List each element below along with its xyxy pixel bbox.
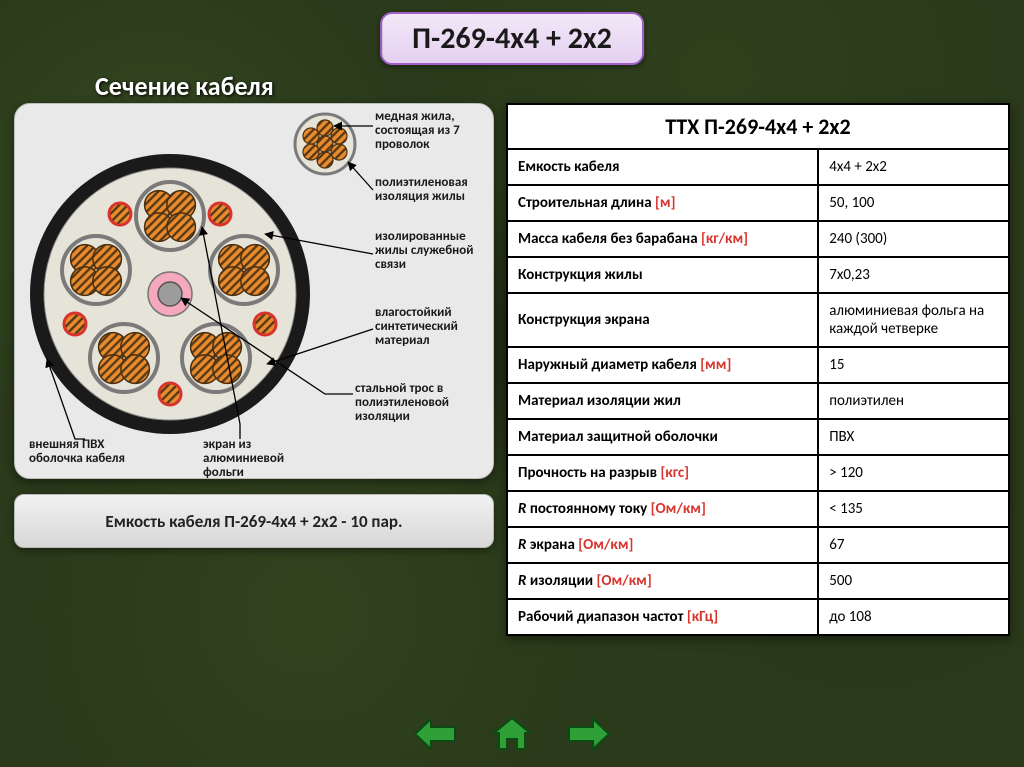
param-cell: Наружный диаметр кабеля [мм]	[507, 347, 818, 383]
param-cell: Конструкция экрана	[507, 293, 818, 347]
param-cell: Строительная длина [м]	[507, 185, 818, 221]
table-row: Материал защитной оболочкиПВХ	[507, 419, 1009, 455]
param-cell: Емкость кабеля	[507, 149, 818, 185]
callout-moisture-material: влагостойкий синтетический материал	[375, 305, 461, 348]
param-cell: R постоянному току [Ом/км]	[507, 491, 818, 527]
nav-prev-button[interactable]	[413, 716, 457, 755]
nav-home-button[interactable]	[491, 716, 533, 755]
home-icon	[491, 716, 533, 752]
table-row: Прочность на разрыв [кгс]> 120	[507, 455, 1009, 491]
param-cell: Материал изоляции жил	[507, 383, 818, 419]
spec-table: ТТХ П-269-4х4 + 2х2 Емкость кабеля4х4 + …	[506, 103, 1010, 636]
param-cell: Рабочий диапазон частот [кГц]	[507, 599, 818, 635]
table-row: Конструкция экранаалюминиевая фольга на …	[507, 293, 1009, 347]
table-row: R изоляции [Ом/км]500	[507, 563, 1009, 599]
spec-table-title: ТТХ П-269-4х4 + 2х2	[507, 104, 1009, 149]
value-cell: 7х0,23	[818, 257, 1009, 293]
value-cell: < 135	[818, 491, 1009, 527]
value-cell: 240 (300)	[818, 221, 1009, 257]
cable-diagram-panel: медная жила, состоящая из 7 проволок пол…	[14, 103, 494, 479]
callout-pvc-sheath: внешняя ПВХ оболочка кабеля	[29, 437, 125, 466]
page-title-text: П-269-4х4 + 2х2	[412, 20, 612, 57]
param-cell: Конструкция жилы	[507, 257, 818, 293]
param-cell: Материал защитной оболочки	[507, 419, 818, 455]
value-cell: 500	[818, 563, 1009, 599]
callout-steel-cable: стальной трос в полиэтиленовой изоляции	[355, 381, 452, 424]
value-cell: алюминиевая фольга на каждой четверке	[818, 293, 1009, 347]
table-row: Масса кабеля без барабана [кг/км]240 (30…	[507, 221, 1009, 257]
table-row: Емкость кабеля4х4 + 2х2	[507, 149, 1009, 185]
page-title-badge: П-269-4х4 + 2х2	[380, 12, 644, 65]
value-cell: до 108	[818, 599, 1009, 635]
value-cell: 67	[818, 527, 1009, 563]
table-row: R экрана [Ом/км]67	[507, 527, 1009, 563]
capacity-panel: Емкость кабеля П-269-4х4 + 2х2 - 10 пар.	[14, 494, 494, 548]
table-row: R постоянному току [Ом/км]< 135	[507, 491, 1009, 527]
callout-aluminum-foil: экран из алюминиевой фольги	[203, 437, 287, 478]
arrow-left-icon	[413, 717, 457, 751]
value-cell: 50, 100	[818, 185, 1009, 221]
param-cell: Прочность на разрыв [кгс]	[507, 455, 818, 491]
table-row: Наружный диаметр кабеля [мм]15	[507, 347, 1009, 383]
callout-pe-insulation: полиэтиленовая изоляция жилы	[375, 175, 471, 204]
value-cell: ПВХ	[818, 419, 1009, 455]
table-row: Конструкция жилы7х0,23	[507, 257, 1009, 293]
nav-bar	[0, 716, 1024, 755]
value-cell: полиэтилен	[818, 383, 1009, 419]
cable-diagram-svg: медная жила, состоящая из 7 проволок пол…	[15, 104, 493, 478]
value-cell: 15	[818, 347, 1009, 383]
table-row: Материал изоляции жилполиэтилен	[507, 383, 1009, 419]
capacity-text: Емкость кабеля П-269-4х4 + 2х2 - 10 пар.	[105, 511, 402, 532]
callout-copper-core: медная жила, состоящая из 7 проволок	[375, 109, 463, 152]
table-row: Рабочий диапазон частот [кГц]до 108	[507, 599, 1009, 635]
param-cell: R изоляции [Ом/км]	[507, 563, 818, 599]
arrow-right-icon	[567, 717, 611, 751]
param-cell: Масса кабеля без барабана [кг/км]	[507, 221, 818, 257]
value-cell: 4х4 + 2х2	[818, 149, 1009, 185]
nav-next-button[interactable]	[567, 716, 611, 755]
param-cell: R экрана [Ом/км]	[507, 527, 818, 563]
table-row: Строительная длина [м]50, 100	[507, 185, 1009, 221]
section-title: Сечение кабеля	[95, 70, 274, 102]
callout-service-wires: изолированные жилы служебной связи	[375, 229, 476, 272]
value-cell: > 120	[818, 455, 1009, 491]
